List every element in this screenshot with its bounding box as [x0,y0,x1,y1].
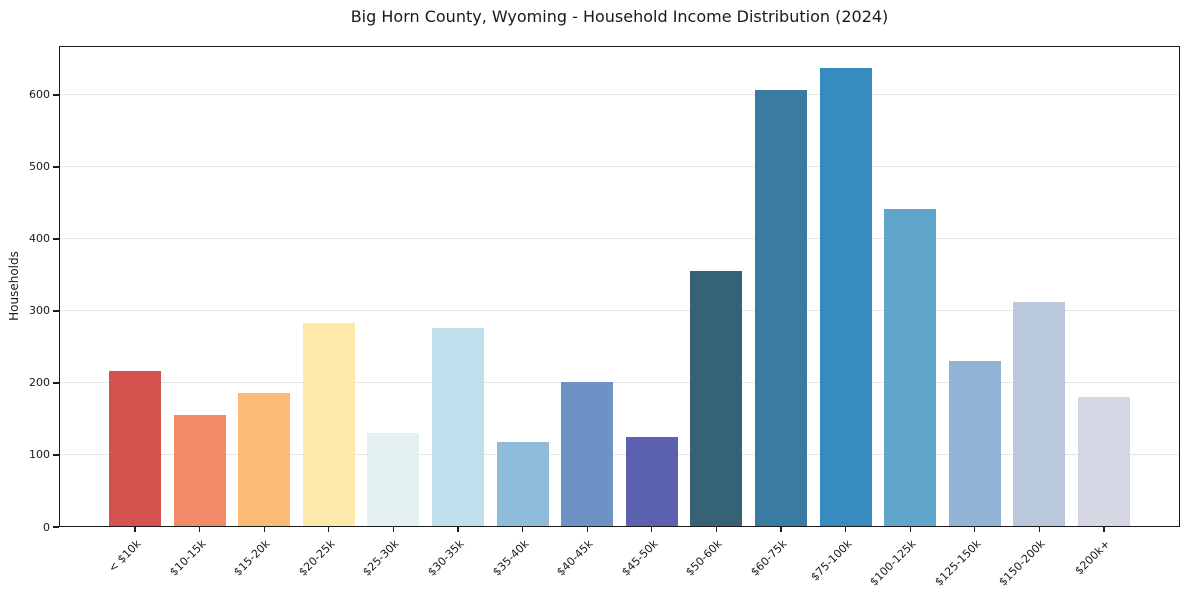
x-tick-mark [844,527,847,532]
y-tick-label: 500 [29,160,50,174]
y-tick-mark [53,238,59,240]
bar-35-40k [496,442,549,527]
bar-60-75k [755,89,807,527]
gridline [59,238,1180,240]
plot-area: 0 100 200 300 400 500 600 < $10k $10-15k $15-20k… [29,46,1180,588]
bar-75-100k [819,67,872,527]
y-tick-mark [53,382,59,384]
x-tick-mark [328,527,330,532]
gridline [59,382,1180,384]
bar-10-15k [173,415,226,527]
gridline [59,454,1180,456]
x-tick-mark [263,527,265,532]
gridline [59,310,1180,312]
x-tick-mark [780,527,782,532]
x-tick-mark [586,527,588,532]
gridline [59,94,1180,96]
y-tick-label: 200 [29,376,50,390]
y-tick-label: 600 [29,88,50,102]
bar-200k [1078,397,1130,527]
bar-50-60k [690,270,743,527]
x-tick-mark [392,527,395,532]
bar-10k [109,370,161,527]
y-tick-label: 300 [29,304,50,318]
y-tick-label: 0 [43,520,50,534]
bar-150-200k [1013,302,1066,527]
bar-100-125k [884,208,937,527]
y-tick-label: 100 [29,448,50,462]
bar-125-150k [948,361,1001,527]
y-tick-label: 400 [29,232,50,246]
gridline [59,166,1180,168]
x-tick-mark [974,527,976,532]
chart-title: Big Horn County, Wyoming - Household Inc… [350,7,889,26]
y-tick-mark [53,310,59,312]
y-tick-mark [53,526,59,528]
x-tick-mark [1103,527,1105,532]
x-tick-mark [198,527,201,532]
bar-15-20k [238,393,291,527]
bar-20-25k [302,323,355,527]
x-tick-mark [134,527,136,532]
x-tick-mark [521,527,524,532]
bar-30-35k [432,327,484,527]
x-tick-mark [457,527,459,532]
bar-25-30k [367,432,420,527]
y-tick-mark [53,454,59,456]
y-tick-mark [53,94,59,96]
x-tick-mark [1038,527,1041,532]
x-tick-mark [651,527,653,532]
x-tick-mark [909,527,911,532]
bar-40-45k [561,382,614,527]
bar-45-50k [625,437,678,527]
y-tick-mark [53,166,59,168]
x-tick-label: < $10k [105,537,144,575]
x-tick-mark [715,527,718,532]
